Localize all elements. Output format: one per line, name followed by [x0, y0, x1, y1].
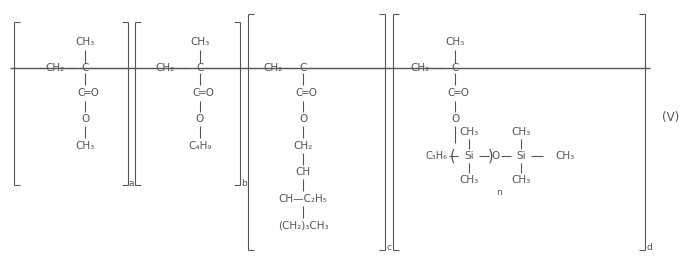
Text: CH₂: CH₂ [293, 141, 313, 151]
Text: CH₃: CH₃ [555, 151, 574, 161]
Text: (V): (V) [662, 111, 680, 125]
Text: CH: CH [296, 167, 311, 177]
Text: CH₃: CH₃ [190, 37, 210, 47]
Text: CH₃: CH₃ [75, 141, 95, 151]
Text: Si: Si [464, 151, 474, 161]
Text: =O: =O [453, 88, 470, 98]
Text: C: C [197, 63, 204, 73]
Text: CH₂: CH₂ [155, 63, 175, 73]
Text: C: C [296, 88, 303, 98]
Text: ): ) [488, 148, 493, 163]
Text: O: O [81, 114, 89, 124]
Text: CH₂: CH₂ [263, 63, 282, 73]
Text: c: c [387, 243, 392, 252]
Text: C: C [452, 63, 459, 73]
Text: CH₃: CH₃ [445, 37, 465, 47]
Text: C₄H₉: C₄H₉ [188, 141, 212, 151]
Text: b: b [241, 178, 247, 187]
Text: O: O [491, 151, 499, 161]
Text: n: n [496, 188, 502, 197]
Text: d: d [646, 243, 652, 252]
Text: =O: =O [198, 88, 215, 98]
Text: CH₃: CH₃ [459, 175, 479, 185]
Text: CH₂: CH₂ [45, 63, 65, 73]
Text: C: C [77, 88, 85, 98]
Text: (CH₂)₃CH₃: (CH₂)₃CH₃ [277, 221, 328, 231]
Text: (: ( [450, 148, 456, 163]
Text: a: a [128, 178, 134, 187]
Text: C₃H₆: C₃H₆ [426, 151, 448, 161]
Text: CH₃: CH₃ [512, 127, 530, 137]
Text: CH—C₂H₅: CH—C₂H₅ [279, 194, 328, 204]
Text: C: C [192, 88, 200, 98]
Text: C: C [447, 88, 455, 98]
Text: CH₃: CH₃ [75, 37, 95, 47]
Text: C: C [82, 63, 89, 73]
Text: C: C [299, 63, 307, 73]
Text: CH₂: CH₂ [411, 63, 429, 73]
Text: CH₃: CH₃ [459, 127, 479, 137]
Text: O: O [196, 114, 204, 124]
Text: Si: Si [516, 151, 526, 161]
Text: =O: =O [83, 88, 100, 98]
Text: CH₃: CH₃ [512, 175, 530, 185]
Text: =O: =O [301, 88, 318, 98]
Text: O: O [451, 114, 459, 124]
Text: O: O [299, 114, 307, 124]
